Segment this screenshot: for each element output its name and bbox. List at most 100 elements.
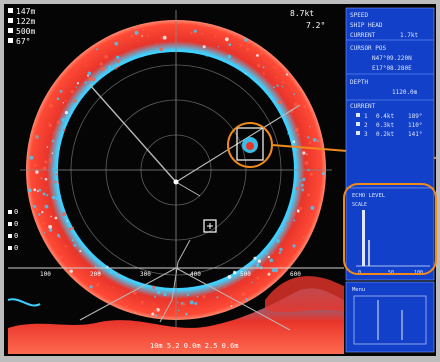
echo-speck [286, 222, 288, 224]
echo-speck [196, 295, 199, 298]
echo-speck [79, 250, 82, 253]
echo-speck [159, 47, 163, 52]
echo-speck [146, 34, 149, 37]
echo-speck [35, 170, 39, 174]
echo-speck [177, 301, 179, 304]
top-left-readout: 147m 122m 500m 67° [8, 7, 35, 46]
echo-speck [56, 233, 60, 237]
echo-speck [54, 200, 57, 203]
current-dir: 110° [408, 122, 422, 129]
echo-speck [64, 111, 68, 115]
echo-speck [33, 164, 37, 167]
echo-speck [33, 188, 37, 192]
bullet-icon [8, 18, 13, 23]
echo-speck [228, 43, 232, 46]
histogram-title: ECHO LEVEL [352, 193, 386, 199]
echo-speck [293, 93, 296, 95]
echo-speck [190, 31, 193, 35]
echo-speck [152, 302, 155, 305]
echo-speck [217, 46, 219, 48]
echo-speck [267, 272, 271, 276]
track-line-lower [159, 261, 179, 323]
echo-speck [125, 305, 128, 308]
echo-speck [86, 86, 88, 88]
echo-speck [117, 65, 120, 68]
echo-speck [309, 126, 311, 128]
fish-school-core [246, 142, 254, 150]
echo-speck [141, 28, 145, 31]
echo-speck [294, 102, 298, 107]
echo-speck [41, 211, 44, 214]
echo-speck [112, 287, 115, 289]
echo-speck [278, 251, 282, 254]
current-depth: 2 [364, 122, 368, 129]
echo-speck [62, 102, 65, 104]
echo-speck [64, 99, 67, 102]
readout-line-1: 147m [16, 7, 35, 16]
echo-speck [293, 90, 295, 92]
echo-speck [230, 295, 233, 297]
echo-speck [172, 301, 174, 303]
echo-speck [35, 207, 39, 211]
echo-speck [256, 276, 260, 280]
left-markers: 0 0 0 0 [8, 208, 18, 252]
bullet-icon [8, 38, 13, 43]
echo-speck [304, 135, 306, 137]
echo-speck [274, 66, 277, 69]
ruler-label: 400 [190, 271, 201, 278]
echo-speck [163, 293, 167, 297]
echo-speck [227, 54, 232, 59]
current-depth: 3 [364, 131, 368, 138]
echo-speck [55, 197, 58, 200]
echo-speck [262, 66, 265, 69]
own-ship-marker [173, 179, 179, 185]
panel-label-ship-head: SHIP HEAD [350, 22, 383, 29]
echo-speck [273, 86, 275, 88]
echo-speck [73, 244, 77, 247]
echo-speck [100, 67, 105, 72]
echo-speck [303, 104, 307, 108]
echo-speck [87, 71, 92, 76]
histogram-subtitle: SCALE [352, 202, 367, 208]
echo-speck [292, 153, 294, 156]
echo-speck [296, 209, 300, 212]
left-marker-4: 0 [14, 244, 18, 252]
echo-speck [310, 205, 315, 210]
echo-speck [287, 132, 290, 135]
target-lock-box[interactable] [236, 127, 264, 161]
echo-speck [257, 259, 261, 263]
echo-speck [264, 86, 267, 88]
echo-speck [195, 313, 198, 316]
echo-speck [46, 187, 48, 189]
echo-speck [239, 44, 242, 47]
echo-speck [272, 252, 274, 254]
echo-speck [88, 77, 92, 81]
echo-speck [49, 180, 53, 184]
echo-speck [84, 81, 87, 84]
echo-speck [42, 166, 47, 170]
echo-speck [54, 216, 58, 220]
echo-speck [151, 312, 155, 316]
echo-speck [75, 86, 78, 89]
cursor-marker[interactable] [203, 219, 217, 233]
callout-frame-histogram [343, 183, 437, 275]
echo-speck [256, 54, 259, 57]
echo-speck [194, 302, 198, 305]
current-dir: 141° [408, 131, 422, 138]
echo-speck [292, 244, 296, 248]
echo-speck [271, 268, 276, 273]
echo-speck [292, 212, 296, 216]
echo-speck [59, 90, 63, 93]
echo-speck [84, 54, 87, 57]
echo-speck [110, 38, 113, 41]
echo-speck [52, 131, 55, 134]
echo-speck [31, 143, 33, 145]
panel-value-depth: 1120.0m [392, 89, 418, 96]
echo-speck [245, 73, 247, 75]
echo-speck [205, 54, 208, 57]
ruler-label: 500 [240, 271, 251, 278]
panel-label-depth: DEPTH [350, 79, 368, 86]
echo-speck [182, 302, 186, 306]
menu-panel[interactable] [345, 281, 435, 353]
echo-speck [86, 74, 89, 77]
